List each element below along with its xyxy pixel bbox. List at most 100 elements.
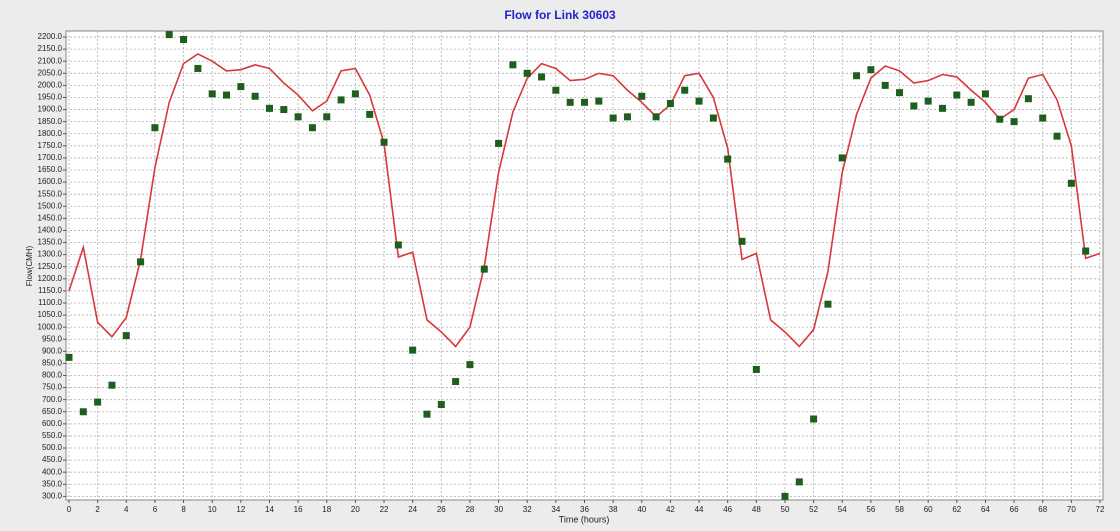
x-tick-label: 44 bbox=[695, 505, 704, 514]
y-tick-label: 2150.0 bbox=[38, 44, 63, 53]
y-tick-label: 1400.0 bbox=[38, 226, 63, 235]
observed-point bbox=[523, 69, 531, 77]
observed-point bbox=[1039, 114, 1047, 122]
x-tick-label: 50 bbox=[781, 505, 790, 514]
observed-point bbox=[1067, 179, 1075, 187]
observed-point bbox=[223, 91, 231, 99]
y-tick-label: 1600.0 bbox=[38, 177, 63, 186]
observed-point bbox=[495, 139, 503, 147]
y-tick-label: 1700.0 bbox=[38, 153, 63, 162]
observed-point bbox=[280, 106, 288, 114]
y-tick-label: 2000.0 bbox=[38, 81, 63, 90]
x-tick-label: 40 bbox=[637, 505, 646, 514]
observed-point bbox=[79, 408, 87, 416]
observed-point bbox=[194, 64, 202, 72]
observed-point bbox=[609, 114, 617, 122]
x-tick-label: 2 bbox=[95, 505, 100, 514]
x-tick-label: 38 bbox=[609, 505, 618, 514]
observed-point bbox=[724, 155, 732, 163]
observed-point bbox=[867, 66, 875, 74]
observed-point bbox=[151, 124, 159, 132]
observed-point bbox=[180, 35, 188, 43]
x-tick-label: 6 bbox=[153, 505, 158, 514]
observed-point bbox=[323, 113, 331, 121]
y-tick-label: 700.0 bbox=[42, 395, 63, 404]
observed-point bbox=[337, 96, 345, 104]
y-tick-label: 1300.0 bbox=[38, 250, 63, 259]
observed-point bbox=[810, 415, 818, 423]
x-tick-label: 0 bbox=[67, 505, 72, 514]
y-tick-label: 1450.0 bbox=[38, 213, 63, 222]
y-tick-label: 1150.0 bbox=[38, 286, 62, 295]
observed-point bbox=[938, 104, 946, 112]
observed-point bbox=[910, 102, 918, 110]
x-tick-label: 8 bbox=[181, 505, 186, 514]
y-tick-label: 650.0 bbox=[42, 407, 63, 416]
y-tick-label: 550.0 bbox=[42, 431, 63, 440]
observed-point bbox=[251, 92, 259, 100]
observed-point bbox=[380, 138, 388, 146]
observed-point bbox=[366, 110, 374, 118]
y-tick-label: 1000.0 bbox=[38, 322, 63, 331]
y-tick-label: 1550.0 bbox=[38, 189, 63, 198]
observed-point bbox=[237, 83, 245, 91]
y-tick-label: 350.0 bbox=[42, 479, 63, 488]
x-tick-label: 36 bbox=[580, 505, 589, 514]
observed-point bbox=[94, 398, 102, 406]
x-tick-label: 32 bbox=[523, 505, 532, 514]
observed-point bbox=[752, 365, 760, 373]
x-tick-label: 10 bbox=[208, 505, 217, 514]
observed-point bbox=[265, 104, 273, 112]
observed-point bbox=[409, 346, 417, 354]
observed-point bbox=[838, 154, 846, 162]
y-tick-label: 400.0 bbox=[42, 467, 63, 476]
y-tick-label: 1050.0 bbox=[38, 310, 63, 319]
y-tick-label: 750.0 bbox=[42, 383, 63, 392]
observed-point bbox=[896, 89, 904, 97]
observed-point bbox=[122, 332, 130, 340]
y-tick-label: 850.0 bbox=[42, 359, 63, 368]
observed-point bbox=[566, 98, 574, 106]
y-tick-label: 2200.0 bbox=[38, 32, 63, 41]
x-tick-label: 64 bbox=[981, 505, 990, 514]
observed-point bbox=[666, 100, 674, 108]
plot-area bbox=[65, 30, 1104, 501]
x-tick-label: 12 bbox=[236, 505, 245, 514]
observed-point bbox=[394, 241, 402, 249]
x-tick-label: 72 bbox=[1096, 505, 1105, 514]
x-tick-label: 52 bbox=[809, 505, 818, 514]
x-tick-label: 4 bbox=[124, 505, 129, 514]
observed-point bbox=[65, 353, 73, 361]
observed-point bbox=[709, 114, 717, 122]
x-tick-label: 58 bbox=[895, 505, 904, 514]
observed-point bbox=[924, 97, 932, 105]
y-tick-label: 1900.0 bbox=[38, 105, 63, 114]
observed-point bbox=[581, 98, 588, 106]
x-tick-label: 48 bbox=[752, 505, 761, 514]
y-tick-label: 2100.0 bbox=[38, 56, 63, 65]
observed-point bbox=[538, 73, 546, 81]
observed-point bbox=[967, 98, 975, 106]
y-tick-label: 1350.0 bbox=[38, 238, 63, 247]
y-tick-label: 1500.0 bbox=[38, 201, 63, 210]
observed-point bbox=[595, 97, 603, 105]
observed-point bbox=[552, 86, 560, 94]
y-tick-label: 900.0 bbox=[42, 346, 63, 355]
y-tick-label: 800.0 bbox=[42, 371, 63, 380]
observed-point bbox=[351, 90, 359, 98]
observed-point bbox=[824, 300, 832, 308]
observed-point bbox=[437, 401, 445, 409]
x-tick-label: 26 bbox=[437, 505, 446, 514]
observed-point bbox=[466, 361, 474, 369]
x-tick-label: 60 bbox=[924, 505, 933, 514]
observed-point bbox=[509, 61, 517, 69]
observed-point bbox=[881, 81, 889, 89]
y-axis-label: Flow(CMH) bbox=[25, 245, 34, 286]
observed-point bbox=[695, 97, 703, 105]
y-tick-label: 450.0 bbox=[42, 455, 63, 464]
y-tick-label: 1950.0 bbox=[38, 93, 63, 102]
y-tick-label: 300.0 bbox=[42, 491, 63, 500]
observed-point bbox=[953, 91, 961, 99]
